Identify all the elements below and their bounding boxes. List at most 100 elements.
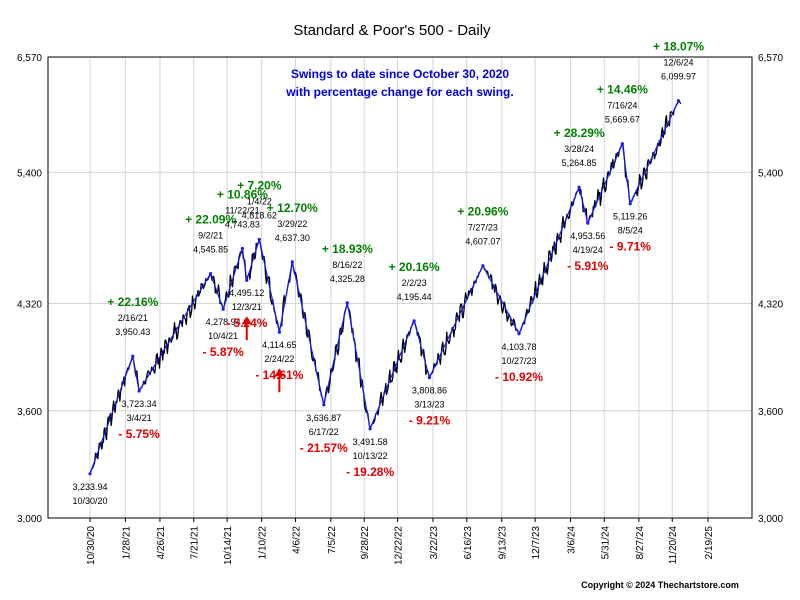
swing-line (210, 273, 224, 310)
swing-change-loss: - 5.87% (203, 345, 245, 359)
subtitle-line-1: Swings to date since October 30, 2020 (291, 67, 509, 81)
swing-date: 3/29/22 (277, 219, 307, 229)
swing-date: 2/16/21 (118, 313, 148, 323)
swing-point (209, 272, 213, 276)
swing-date: 7/27/23 (468, 223, 498, 233)
swing-date: 10/30/20 (72, 496, 107, 506)
swing-line (587, 143, 623, 224)
swing-value: 4,103.78 (502, 342, 537, 352)
swing-change-gain: + 12.70% (267, 201, 318, 215)
swing-line (482, 265, 520, 335)
grid (48, 57, 752, 518)
x-tick-label: 2/19/25 (704, 526, 715, 560)
swing-value: 4,278.94 (206, 317, 241, 327)
swing-point (240, 246, 244, 251)
swing-point (481, 264, 485, 268)
swing-date: 8/16/22 (332, 260, 362, 270)
swing-line (241, 248, 248, 281)
y-tick-label-left: 3,000 (17, 514, 42, 525)
axes: 3,000 3,000 3,600 3,600 4,320 4,320 5,400 5,400… (17, 53, 783, 565)
swing-point (131, 354, 135, 358)
swing-change-loss: - 9.71% (610, 240, 652, 254)
swing-date: 11/22/21 (225, 206, 259, 216)
swing-line (89, 355, 134, 475)
swing-point (412, 319, 416, 323)
swing-change-gain: + 14.46% (597, 83, 648, 97)
swing-date: 8/5/24 (618, 226, 643, 236)
red-arrow-head (241, 316, 252, 325)
x-tick-label: 11/20/24 (668, 526, 679, 565)
x-tick-label: 7/5/22 (327, 526, 338, 554)
x-tick-label: 3/22/23 (429, 526, 440, 560)
x-tick-label: 9/13/23 (498, 526, 509, 560)
swing-value: 4,114.65 (262, 340, 296, 350)
x-tick-label: 1/28/21 (121, 526, 132, 560)
swing-line (518, 186, 580, 335)
swing-line (278, 261, 293, 333)
swing-change-gain: + 10.86% (217, 188, 268, 202)
swing-point (245, 278, 249, 282)
swing-point (676, 99, 681, 103)
subtitle-line-2: with percentage change for each swing. (285, 85, 513, 99)
swing-value: 3,808.86 (412, 386, 447, 396)
swing-date: 2/24/22 (264, 354, 294, 364)
swing-date: 7/16/24 (607, 101, 637, 111)
red-arrow-head (274, 368, 285, 377)
swing-value: 3,491.58 (353, 437, 388, 447)
x-tick-label: 4/26/21 (156, 526, 167, 560)
swing-labels: 3,233.94 10/30/20 + 22.16% 2/16/21 3,950.43 3… (72, 40, 704, 506)
swing-line (346, 302, 371, 429)
x-tick-label: 7/21/21 (190, 526, 201, 560)
swing-point (586, 221, 590, 225)
swing-change-gain: + 7.20% (237, 178, 282, 192)
swing-change-loss: - 5.91% (567, 259, 609, 273)
swing-date: 12/3/21 (232, 302, 262, 312)
y-tick-label-right: 5,400 (758, 168, 783, 179)
swing-point (277, 330, 281, 334)
swing-point (322, 403, 326, 407)
swing-point (577, 185, 581, 189)
swing-point (517, 332, 521, 336)
swing-value: 4,953.56 (570, 231, 605, 241)
swing-date: 12/6/24 (664, 58, 694, 68)
swing-date: 9/2/21 (198, 231, 223, 241)
plot-frame (47, 56, 753, 519)
swing-change-loss: - 10.92% (495, 370, 543, 384)
swing-date: 3/4/21 (127, 413, 152, 423)
swing-line (132, 356, 140, 392)
swing-date: 6/17/22 (309, 427, 339, 437)
swing-value: 3,723.34 (122, 399, 157, 409)
x-tick-label: 3/6/24 (566, 526, 577, 554)
swing-line (222, 248, 243, 310)
y-tick-label-right: 3,000 (758, 514, 783, 525)
swing-line (369, 320, 415, 430)
swing-value: 5,119.26 (613, 212, 647, 222)
x-tick-label: 10/30/20 (86, 526, 97, 565)
swing-point (290, 260, 294, 264)
swing-date: 3/13/23 (414, 400, 444, 410)
swing-line (323, 302, 348, 405)
x-tick-label: 12/7/23 (531, 526, 542, 560)
swing-value: 4,743.83 (225, 220, 260, 230)
swing-value: 4,325.28 (330, 274, 365, 284)
swing-value: 4,195.44 (397, 292, 432, 302)
y-tick-label-right: 4,320 (758, 300, 783, 311)
swing-point (620, 142, 625, 146)
swing-value: 5,669.67 (605, 115, 640, 125)
x-tick-label: 5/31/24 (600, 526, 611, 560)
swing-value: 3,950.43 (115, 327, 150, 337)
swing-point (221, 307, 225, 311)
x-tick-label: 8/27/24 (635, 526, 646, 560)
swing-value: 6,099.97 (661, 72, 696, 82)
swing-change-gain: + 18.93% (322, 242, 373, 256)
swing-value: 4,607.07 (465, 237, 500, 247)
x-tick-label: 9/28/22 (360, 526, 371, 560)
swing-value: 4,545.85 (193, 245, 228, 255)
swing-point (257, 237, 261, 241)
swing-change-gain: + 20.96% (457, 205, 508, 219)
swing-line (621, 143, 631, 204)
x-tick-label: 12/22/22 (394, 526, 405, 565)
swing-change-loss: - 9.21% (409, 414, 451, 428)
swing-date: 2/2/23 (402, 278, 427, 288)
